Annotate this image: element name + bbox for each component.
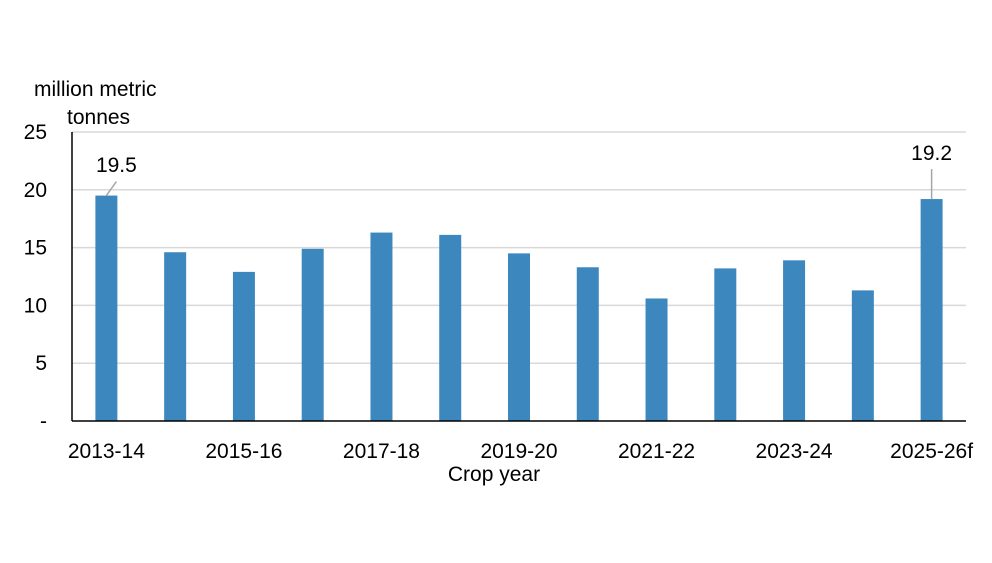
bar-2020-21 — [576, 267, 599, 421]
bar-2024-25 — [851, 290, 874, 421]
bar-2018-19 — [439, 234, 462, 421]
x-tick-label-2015-16: 2015-16 — [205, 440, 282, 463]
bar-2013-14 — [95, 195, 118, 421]
bar-2014-15 — [164, 252, 187, 421]
y-tick-label-10: 10 — [24, 294, 47, 317]
y-tick-label-20: 20 — [24, 179, 47, 202]
x-tick-label-2017-18: 2017-18 — [343, 440, 420, 463]
annotation-label-2025-26f: 19.2 — [911, 142, 952, 165]
annotation-leader-2013-14 — [105, 181, 117, 197]
bar-2022-23 — [714, 268, 737, 421]
bar-2025-26f — [920, 199, 943, 421]
bar-2016-17 — [301, 248, 324, 421]
x-tick-label-2013-14: 2013-14 — [68, 440, 145, 463]
x-tick-label-2021-22: 2021-22 — [618, 440, 695, 463]
y-tick-label-15: 15 — [24, 237, 47, 260]
bar-2021-22 — [645, 298, 668, 421]
bars — [95, 195, 943, 421]
x-axis-label: Crop year — [448, 463, 540, 486]
y-tick-label-25: 25 — [24, 121, 47, 144]
annotation-label-2013-14: 19.5 — [96, 154, 137, 177]
x-tick-label-2025-26f: 2025-26f — [890, 440, 973, 463]
x-tick-label-2019-20: 2019-20 — [480, 440, 557, 463]
y-tick-labels: - 5 10 15 20 25 — [24, 121, 47, 433]
x-tick-label-2023-24: 2023-24 — [756, 440, 833, 463]
y-tick-label-5: 5 — [35, 352, 47, 375]
bar-2017-18 — [370, 232, 393, 421]
annotations: 19.5 19.2 — [96, 142, 952, 200]
gridlines — [72, 131, 966, 364]
y-axis-label-line-2: tonnes — [67, 106, 130, 129]
y-tick-label-0: - — [40, 410, 47, 433]
bar-2023-24 — [783, 260, 806, 421]
y-axis-label-line-1: million metric — [34, 78, 157, 101]
bar-2019-20 — [508, 253, 530, 421]
x-tick-labels: 2013-14 2015-16 2017-18 2019-20 2021-22 2023-… — [68, 440, 973, 463]
axes — [71, 132, 966, 422]
bar-2015-16 — [232, 271, 255, 421]
